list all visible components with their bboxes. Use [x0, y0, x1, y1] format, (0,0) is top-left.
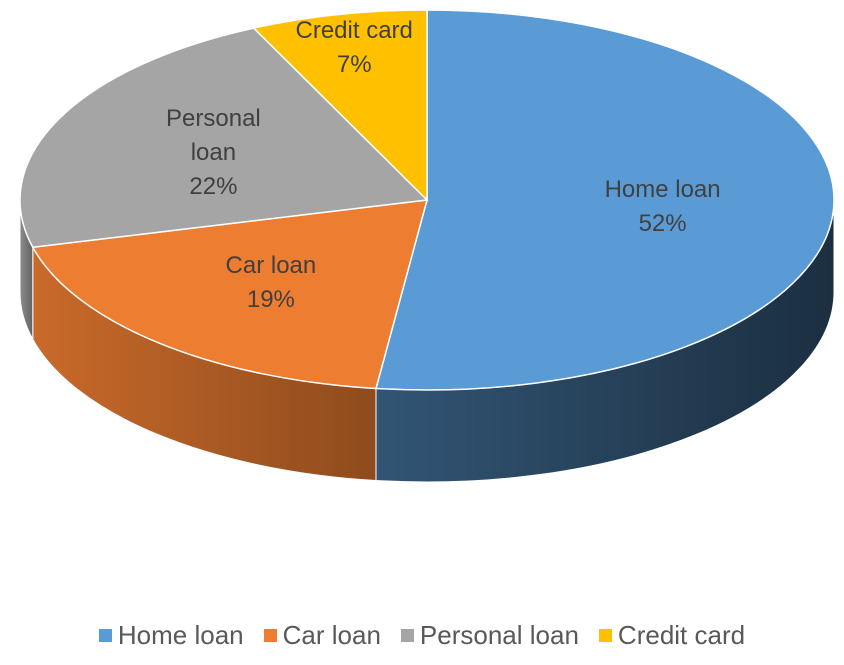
- legend-swatch: [263, 629, 277, 642]
- legend-swatch: [598, 629, 612, 642]
- legend-label: Credit card: [617, 620, 746, 650]
- data-label: Credit card 7%: [289, 14, 419, 82]
- legend-label: Home loan: [117, 620, 244, 650]
- legend-label: Car loan: [282, 620, 381, 650]
- legend-item: Home loan: [98, 620, 244, 651]
- legend-label: Personal loan: [419, 620, 579, 650]
- legend-swatch: [98, 629, 112, 642]
- data-label: Home loan 52%: [598, 173, 728, 241]
- legend: Home loan Car loan Personal loan Credit car…: [0, 620, 844, 651]
- data-label-value: 19%: [246, 285, 295, 313]
- data-label-value: 52%: [638, 209, 687, 237]
- data-label-category: Credit card: [295, 16, 413, 44]
- legend-item: Personal loan: [400, 620, 579, 651]
- legend-item: Credit card: [598, 620, 746, 651]
- data-label-value: 7%: [336, 50, 372, 78]
- pie-slice: [375, 9, 835, 391]
- data-label-category: Car loan: [225, 251, 317, 279]
- legend-item: Car loan: [263, 620, 381, 651]
- legend-swatch: [400, 629, 414, 642]
- pie-slice: [31, 199, 429, 390]
- data-label: Car loan 19%: [206, 249, 336, 317]
- data-label-category: Personal loan: [166, 105, 261, 167]
- data-label: Personal loan 22%: [148, 102, 278, 204]
- pie-slice: [19, 27, 429, 249]
- pie-slice: [252, 9, 428, 202]
- data-label-value: 22%: [189, 173, 238, 201]
- data-label-category: Home loan: [604, 175, 721, 203]
